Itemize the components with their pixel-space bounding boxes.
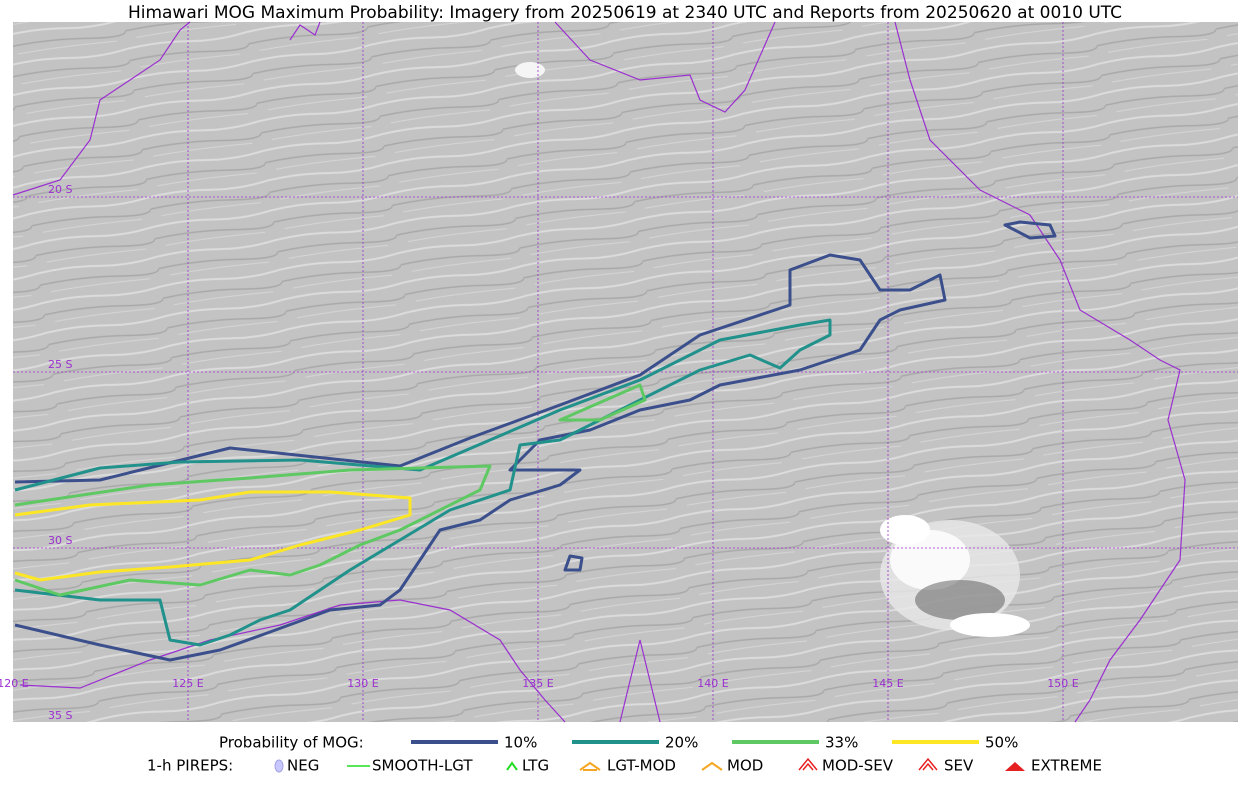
legend-label: LTG bbox=[522, 757, 549, 775]
lon-label: 145 E bbox=[872, 677, 903, 690]
lat-label: 20 S bbox=[48, 183, 72, 196]
lon-label: 125 E bbox=[172, 677, 203, 690]
legend-label: LGT-MOD bbox=[607, 757, 676, 775]
legend-label: 20% bbox=[665, 734, 698, 752]
legend-label: SMOOTH-LGT bbox=[372, 757, 473, 775]
lon-label: 130 E bbox=[347, 677, 378, 690]
lon-label: 150 E bbox=[1047, 677, 1078, 690]
pirep-icon bbox=[1005, 762, 1025, 771]
legend-label: EXTREME bbox=[1031, 757, 1102, 775]
legend: Probability of MOG: 10% 20% 33% 50% 1-h … bbox=[147, 734, 1102, 775]
pirep-icon bbox=[918, 757, 938, 771]
lat-label: 35 S bbox=[48, 709, 72, 722]
legend-title: 1-h PIREPS: bbox=[147, 757, 233, 775]
legend-label: NEG bbox=[287, 757, 319, 775]
pirep-icon bbox=[579, 761, 601, 771]
title: Himawari MOG Maximum Probability: Imager… bbox=[128, 3, 1122, 23]
graticule bbox=[13, 22, 1238, 722]
lon-label: 135 E bbox=[522, 677, 553, 690]
legend-title: Probability of MOG: bbox=[219, 734, 364, 752]
legend-label: MOD bbox=[727, 757, 763, 775]
lon-label: 140 E bbox=[697, 677, 728, 690]
probability-contours bbox=[14, 220, 1057, 662]
storm-cells bbox=[515, 62, 1030, 637]
legend-label: 33% bbox=[825, 734, 858, 752]
legend-label: SEV bbox=[944, 757, 974, 775]
legend-label: 10% bbox=[504, 734, 537, 752]
legend-label: 50% bbox=[985, 734, 1018, 752]
lat-label: 25 S bbox=[48, 358, 72, 371]
pirep-icon bbox=[274, 759, 284, 773]
pirep-icon bbox=[798, 757, 818, 771]
map: 20 S 25 S 30 S 35 S 120 E 125 E 130 E 13… bbox=[0, 21, 1238, 723]
grid-labels: 20 S 25 S 30 S 35 S 120 E 125 E 130 E 13… bbox=[0, 183, 1079, 722]
pirep-icon bbox=[506, 761, 518, 771]
coastline bbox=[12, 21, 1186, 723]
lat-label: 30 S bbox=[48, 534, 72, 547]
lon-label: 120 E bbox=[0, 677, 29, 690]
pirep-icon bbox=[701, 761, 723, 771]
legend-label: MOD-SEV bbox=[822, 757, 894, 775]
